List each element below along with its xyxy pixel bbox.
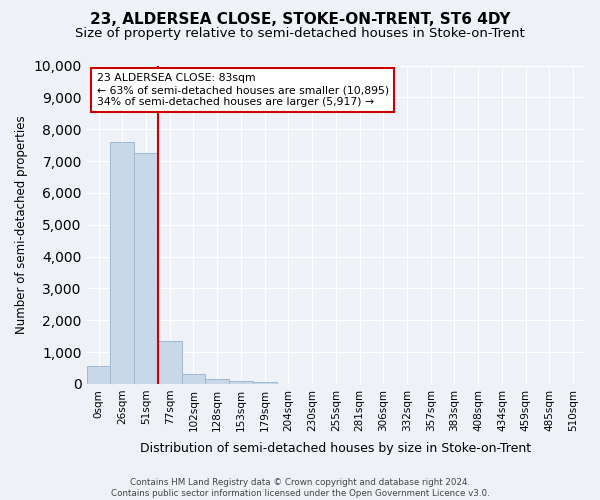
Bar xyxy=(158,341,182,384)
Text: 23, ALDERSEA CLOSE, STOKE-ON-TRENT, ST6 4DY: 23, ALDERSEA CLOSE, STOKE-ON-TRENT, ST6 … xyxy=(90,12,510,28)
X-axis label: Distribution of semi-detached houses by size in Stoke-on-Trent: Distribution of semi-detached houses by … xyxy=(140,442,532,455)
Bar xyxy=(253,382,277,384)
Text: Size of property relative to semi-detached houses in Stoke-on-Trent: Size of property relative to semi-detach… xyxy=(75,28,525,40)
Text: Contains HM Land Registry data © Crown copyright and database right 2024.
Contai: Contains HM Land Registry data © Crown c… xyxy=(110,478,490,498)
Y-axis label: Number of semi-detached properties: Number of semi-detached properties xyxy=(15,116,28,334)
Text: 23 ALDERSEA CLOSE: 83sqm
← 63% of semi-detached houses are smaller (10,895)
34% : 23 ALDERSEA CLOSE: 83sqm ← 63% of semi-d… xyxy=(97,74,389,106)
Bar xyxy=(229,380,253,384)
Bar xyxy=(182,374,205,384)
Bar xyxy=(86,366,110,384)
Bar xyxy=(134,153,158,384)
Bar xyxy=(205,379,229,384)
Bar xyxy=(110,142,134,384)
